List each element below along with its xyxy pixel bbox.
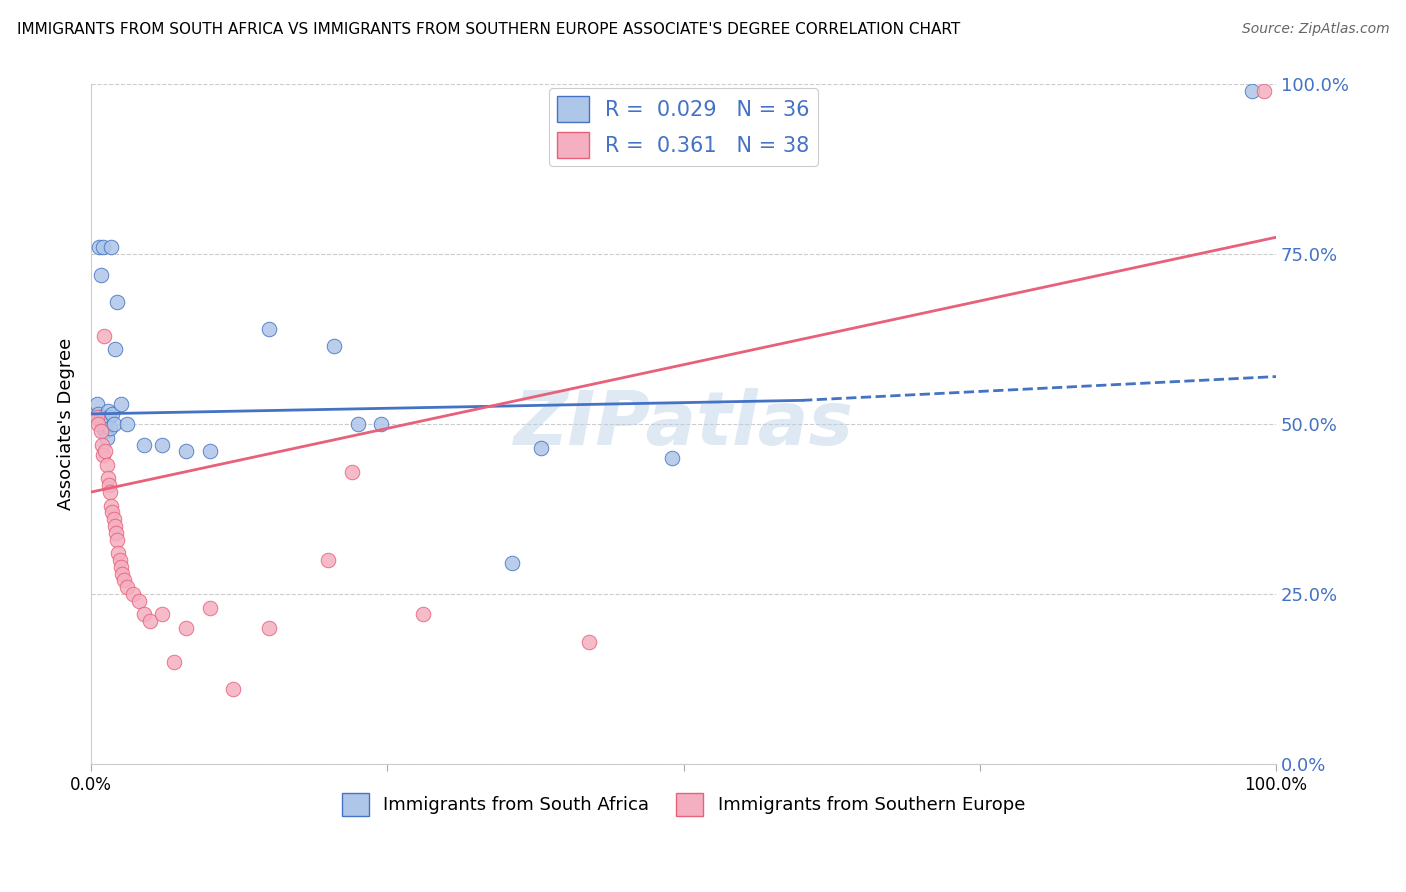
- Point: [150, 437, 173, 451]
- Point: [112, 574, 135, 588]
- Point: [91, 240, 114, 254]
- Point: [370, 417, 392, 431]
- Legend: Immigrants from South Africa, Immigrants from Southern Europe: Immigrants from South Africa, Immigrants…: [335, 786, 1032, 822]
- Point: [97, 410, 120, 425]
- Point: [96, 458, 118, 472]
- Point: [501, 557, 523, 571]
- Point: [115, 580, 138, 594]
- Point: [94, 417, 117, 431]
- Point: [139, 614, 162, 628]
- Point: [86, 397, 108, 411]
- Point: [128, 594, 150, 608]
- Point: [97, 471, 120, 485]
- Point: [323, 339, 346, 353]
- Text: IMMIGRANTS FROM SOUTH AFRICA VS IMMIGRANTS FROM SOUTHERN EUROPE ASSOCIATE'S DEGR: IMMIGRANTS FROM SOUTH AFRICA VS IMMIGRAN…: [17, 22, 960, 37]
- Point: [96, 414, 118, 428]
- Point: [111, 566, 134, 581]
- Point: [87, 417, 110, 431]
- Point: [94, 424, 117, 438]
- Point: [97, 478, 120, 492]
- Point: [101, 505, 124, 519]
- Point: [101, 407, 124, 421]
- Point: [578, 634, 600, 648]
- Point: [104, 343, 127, 357]
- Point: [257, 322, 280, 336]
- Point: [530, 441, 553, 455]
- Point: [93, 328, 115, 343]
- Point: [174, 621, 197, 635]
- Point: [150, 607, 173, 622]
- Point: [163, 655, 186, 669]
- Point: [1253, 84, 1275, 98]
- Point: [104, 519, 127, 533]
- Point: [108, 553, 131, 567]
- Point: [105, 294, 128, 309]
- Point: [346, 417, 368, 431]
- Point: [91, 417, 114, 431]
- Point: [110, 397, 132, 411]
- Point: [94, 444, 117, 458]
- Point: [174, 444, 197, 458]
- Point: [222, 682, 245, 697]
- Point: [121, 587, 143, 601]
- Point: [90, 268, 112, 282]
- Point: [316, 553, 339, 567]
- Point: [103, 417, 125, 431]
- Point: [98, 420, 121, 434]
- Point: [90, 410, 112, 425]
- Point: [198, 444, 221, 458]
- Point: [105, 525, 128, 540]
- Point: [134, 437, 156, 451]
- Point: [90, 437, 112, 451]
- Point: [89, 240, 111, 254]
- Point: [412, 607, 434, 622]
- Point: [90, 417, 112, 431]
- Y-axis label: Associate's Degree: Associate's Degree: [58, 338, 75, 510]
- Point: [134, 607, 156, 622]
- Point: [87, 407, 110, 421]
- Point: [103, 512, 125, 526]
- Point: [661, 451, 683, 466]
- Point: [97, 403, 120, 417]
- Point: [93, 420, 115, 434]
- Point: [105, 533, 128, 547]
- Point: [340, 465, 363, 479]
- Text: ZIPatlas: ZIPatlas: [513, 388, 853, 460]
- Point: [93, 410, 115, 425]
- Point: [86, 410, 108, 425]
- Point: [1241, 84, 1264, 98]
- Point: [100, 240, 122, 254]
- Point: [107, 546, 129, 560]
- Point: [198, 600, 221, 615]
- Point: [98, 485, 121, 500]
- Point: [257, 621, 280, 635]
- Point: [100, 499, 122, 513]
- Point: [96, 431, 118, 445]
- Text: Source: ZipAtlas.com: Source: ZipAtlas.com: [1241, 22, 1389, 37]
- Point: [110, 559, 132, 574]
- Point: [91, 448, 114, 462]
- Point: [90, 424, 112, 438]
- Point: [115, 417, 138, 431]
